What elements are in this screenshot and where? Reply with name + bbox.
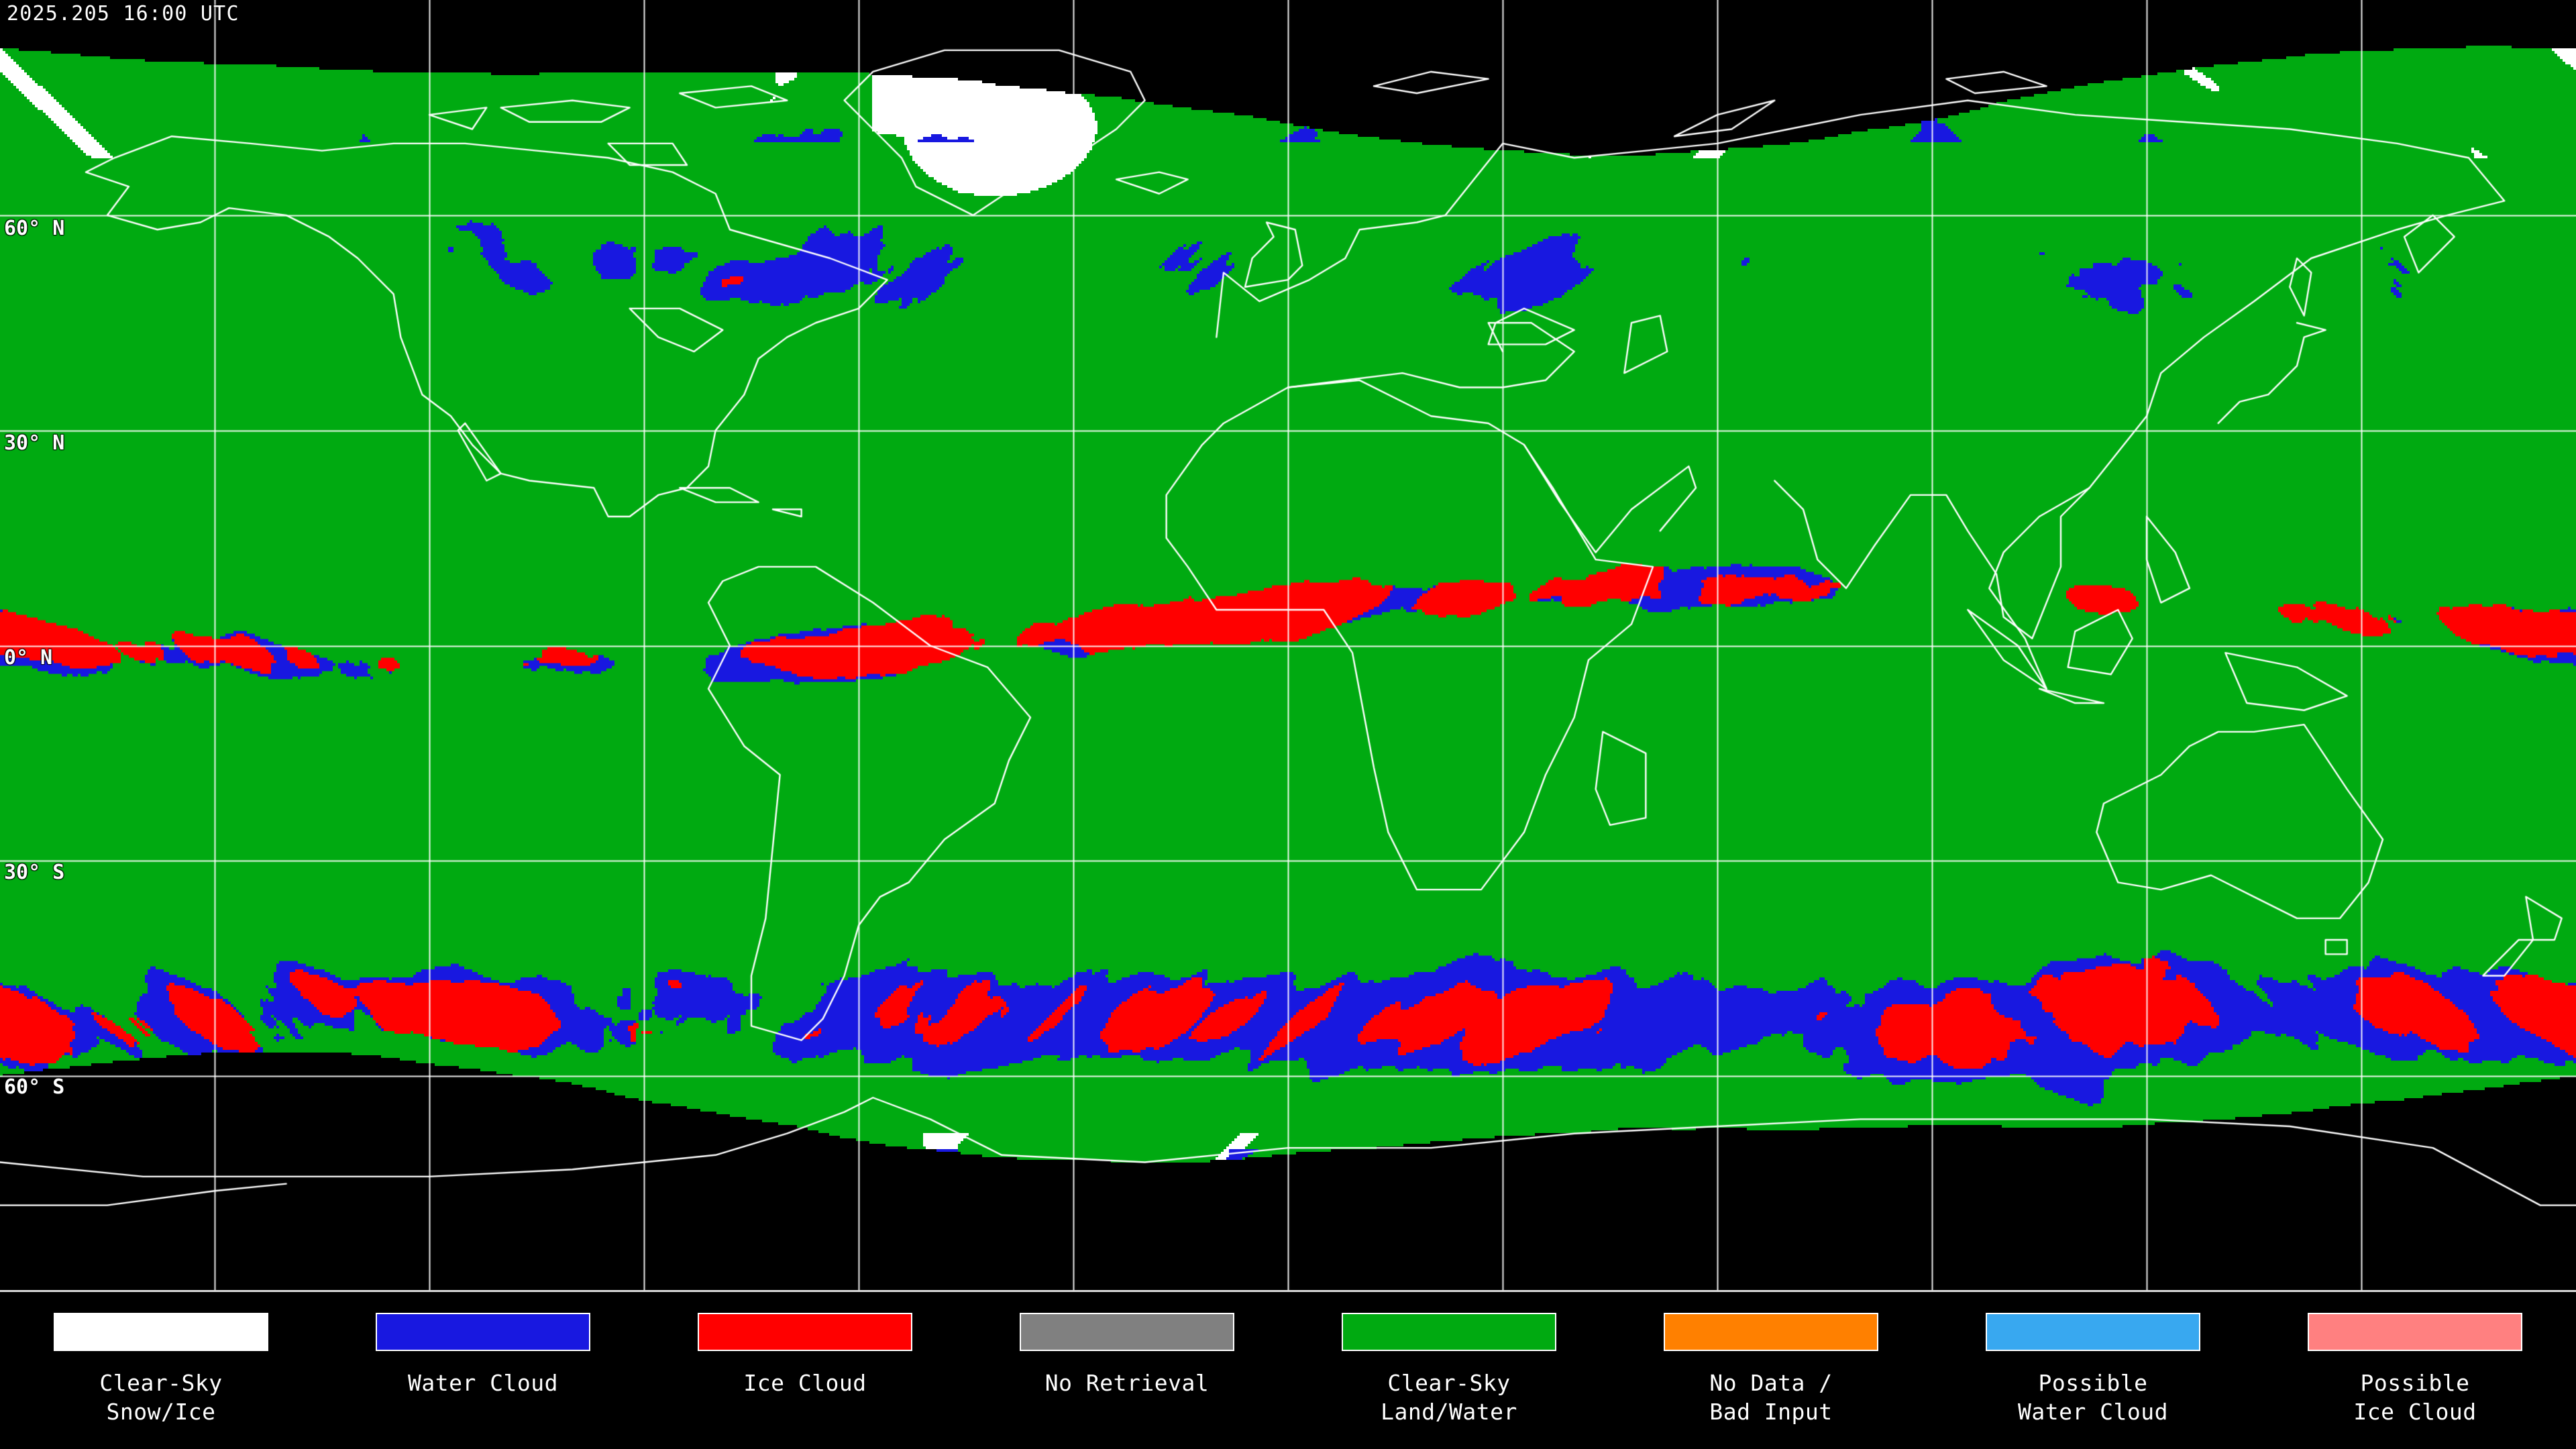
legend-label-0: Clear-Sky Snow/Ice (99, 1370, 223, 1425)
legend: Clear-Sky Snow/Ice Water Cloud Ice Cloud No… (0, 1295, 2576, 1449)
legend-swatch-5 (1664, 1313, 1878, 1351)
lat-label-0: 0° N (4, 646, 53, 669)
cloud-mask-raster[interactable] (0, 0, 2576, 1291)
legend-swatch-7 (2308, 1313, 2522, 1351)
map-panel[interactable]: 2025.205 16:00 UTC 60° N 30° N 0° N 30° … (0, 0, 2576, 1291)
legend-swatch-6 (1986, 1313, 2200, 1351)
legend-item-0[interactable]: Clear-Sky Snow/Ice (0, 1295, 322, 1426)
legend-item-6[interactable]: Possible Water Cloud (1932, 1295, 2254, 1426)
legend-label-3: No Retrieval (1044, 1370, 1210, 1396)
legend-label-2: Ice Cloud (743, 1370, 867, 1396)
map-bottom-divider (0, 1290, 2576, 1292)
timestamp-label: 2025.205 16:00 UTC (7, 2, 239, 25)
legend-swatch-0 (54, 1313, 268, 1351)
legend-label-7: Possible Ice Cloud (2353, 1370, 2477, 1425)
legend-swatch-4 (1342, 1313, 1556, 1351)
legend-item-2[interactable]: Ice Cloud (644, 1295, 966, 1397)
lat-label-60s: 60° S (4, 1075, 65, 1099)
legend-label-6: Possible Water Cloud (2017, 1370, 2169, 1425)
legend-item-7[interactable]: Possible Ice Cloud (2254, 1295, 2576, 1426)
legend-item-4[interactable]: Clear-Sky Land/Water (1288, 1295, 1610, 1426)
legend-swatch-3 (1020, 1313, 1234, 1351)
lat-label-30s: 30° S (4, 861, 65, 884)
legend-item-5[interactable]: No Data / Bad Input (1610, 1295, 1932, 1426)
legend-item-3[interactable]: No Retrieval (966, 1295, 1288, 1397)
lat-label-30n: 30° N (4, 431, 65, 455)
legend-swatch-1 (376, 1313, 590, 1351)
legend-swatch-2 (698, 1313, 912, 1351)
legend-label-1: Water Cloud (407, 1370, 559, 1396)
legend-label-4: Clear-Sky Land/Water (1381, 1370, 1517, 1425)
lat-label-60n: 60° N (4, 217, 65, 240)
legend-item-1[interactable]: Water Cloud (322, 1295, 644, 1397)
legend-label-5: No Data / Bad Input (1709, 1370, 1833, 1425)
